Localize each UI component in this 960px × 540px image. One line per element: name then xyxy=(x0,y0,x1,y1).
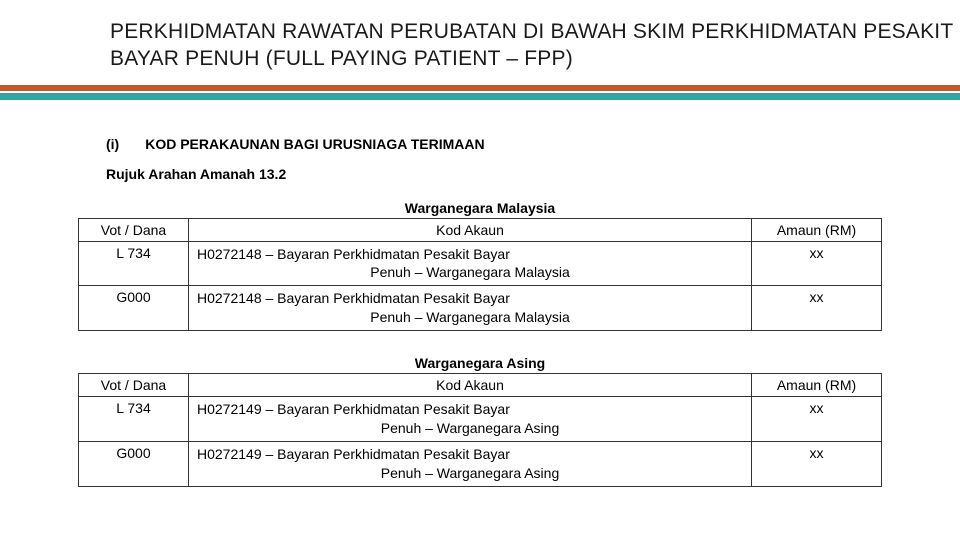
cell-vot: G000 xyxy=(79,286,189,331)
table-asing: Vot / Dana Kod Akaun Amaun (RM) L 734 H0… xyxy=(78,373,882,487)
akaun-line1: H0272148 – Bayaran Perkhidmatan Pesakit … xyxy=(197,245,743,264)
reference-text: Rujuk Arahan Amanah 13.2 xyxy=(78,166,882,182)
akaun-line2: Penuh – Warganegara Asing xyxy=(197,419,743,438)
cell-akaun: H0272148 – Bayaran Perkhidmatan Pesakit … xyxy=(189,241,752,286)
cell-amaun: xx xyxy=(752,397,882,442)
col-header-vot: Vot / Dana xyxy=(79,374,189,397)
col-header-vot: Vot / Dana xyxy=(79,218,189,241)
section-number: (i) xyxy=(106,136,119,152)
table-caption-malaysia: Warganegara Malaysia xyxy=(78,200,882,216)
table-row: G000 H0272149 – Bayaran Perkhidmatan Pes… xyxy=(79,441,882,486)
table-header-row: Vot / Dana Kod Akaun Amaun (RM) xyxy=(79,374,882,397)
col-header-amaun: Amaun (RM) xyxy=(752,218,882,241)
akaun-line1: H0272149 – Bayaran Perkhidmatan Pesakit … xyxy=(197,445,743,464)
cell-akaun: H0272149 – Bayaran Perkhidmatan Pesakit … xyxy=(189,397,752,442)
akaun-line2: Penuh – Warganegara Malaysia xyxy=(197,308,743,327)
divider-teal xyxy=(0,93,960,100)
cell-vot: L 734 xyxy=(79,397,189,442)
page-title: PERKHIDMATAN RAWATAN PERUBATAN DI BAWAH … xyxy=(110,18,960,73)
col-header-akaun: Kod Akaun xyxy=(189,218,752,241)
cell-amaun: xx xyxy=(752,286,882,331)
akaun-line1: H0272149 – Bayaran Perkhidmatan Pesakit … xyxy=(197,400,743,419)
section-title: KOD PERAKAUNAN BAGI URUSNIAGA TERIMAAN xyxy=(145,136,484,152)
table-caption-asing: Warganegara Asing xyxy=(78,355,882,371)
akaun-line1: H0272148 – Bayaran Perkhidmatan Pesakit … xyxy=(197,289,743,308)
cell-akaun: H0272148 – Bayaran Perkhidmatan Pesakit … xyxy=(189,286,752,331)
akaun-line2: Penuh – Warganegara Malaysia xyxy=(197,263,743,282)
cell-akaun: H0272149 – Bayaran Perkhidmatan Pesakit … xyxy=(189,441,752,486)
section-heading-row: (i) KOD PERAKAUNAN BAGI URUSNIAGA TERIMA… xyxy=(78,136,882,152)
col-header-amaun: Amaun (RM) xyxy=(752,374,882,397)
table-row: L 734 H0272149 – Bayaran Perkhidmatan Pe… xyxy=(79,397,882,442)
table-malaysia: Vot / Dana Kod Akaun Amaun (RM) L 734 H0… xyxy=(78,218,882,332)
slide-header: PERKHIDMATAN RAWATAN PERUBATAN DI BAWAH … xyxy=(0,0,960,85)
content-area: (i) KOD PERAKAUNAN BAGI URUSNIAGA TERIMA… xyxy=(0,100,960,487)
table-row: L 734 H0272148 – Bayaran Perkhidmatan Pe… xyxy=(79,241,882,286)
cell-amaun: xx xyxy=(752,241,882,286)
table-header-row: Vot / Dana Kod Akaun Amaun (RM) xyxy=(79,218,882,241)
cell-amaun: xx xyxy=(752,441,882,486)
cell-vot: G000 xyxy=(79,441,189,486)
cell-vot: L 734 xyxy=(79,241,189,286)
divider-orange xyxy=(0,85,960,91)
akaun-line2: Penuh – Warganegara Asing xyxy=(197,464,743,483)
table-row: G000 H0272148 – Bayaran Perkhidmatan Pes… xyxy=(79,286,882,331)
col-header-akaun: Kod Akaun xyxy=(189,374,752,397)
